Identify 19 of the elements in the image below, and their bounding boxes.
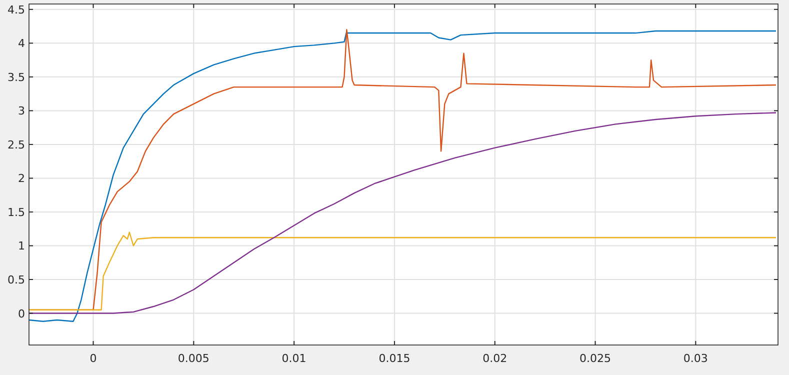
y-tick-label: 2.5: [8, 138, 25, 152]
y-tick-label: 4: [18, 37, 25, 50]
line-series: [29, 232, 777, 310]
y-tick-label: 1: [18, 240, 25, 253]
y-tick-label: 3.5: [8, 70, 25, 84]
y-tick-label: 3: [18, 104, 25, 118]
x-tick-label: 0: [90, 352, 97, 365]
x-tick-label: 0.01: [282, 352, 306, 365]
x-tick-label: 0.015: [378, 352, 410, 365]
y-tick-label: 4.5: [8, 3, 25, 16]
x-tick-label: 0.02: [482, 352, 508, 365]
x-tick-label: 0.03: [683, 352, 708, 365]
x-tick-label: 0.025: [580, 352, 612, 365]
y-tick-label: 0: [18, 307, 25, 320]
y-tick-label: 0.5: [8, 274, 25, 286]
y-tick-label: 1.5: [8, 206, 25, 219]
x-tick-label: 0.005: [178, 352, 210, 365]
y-tick-label: 2: [18, 172, 25, 186]
line-series: [29, 112, 777, 314]
